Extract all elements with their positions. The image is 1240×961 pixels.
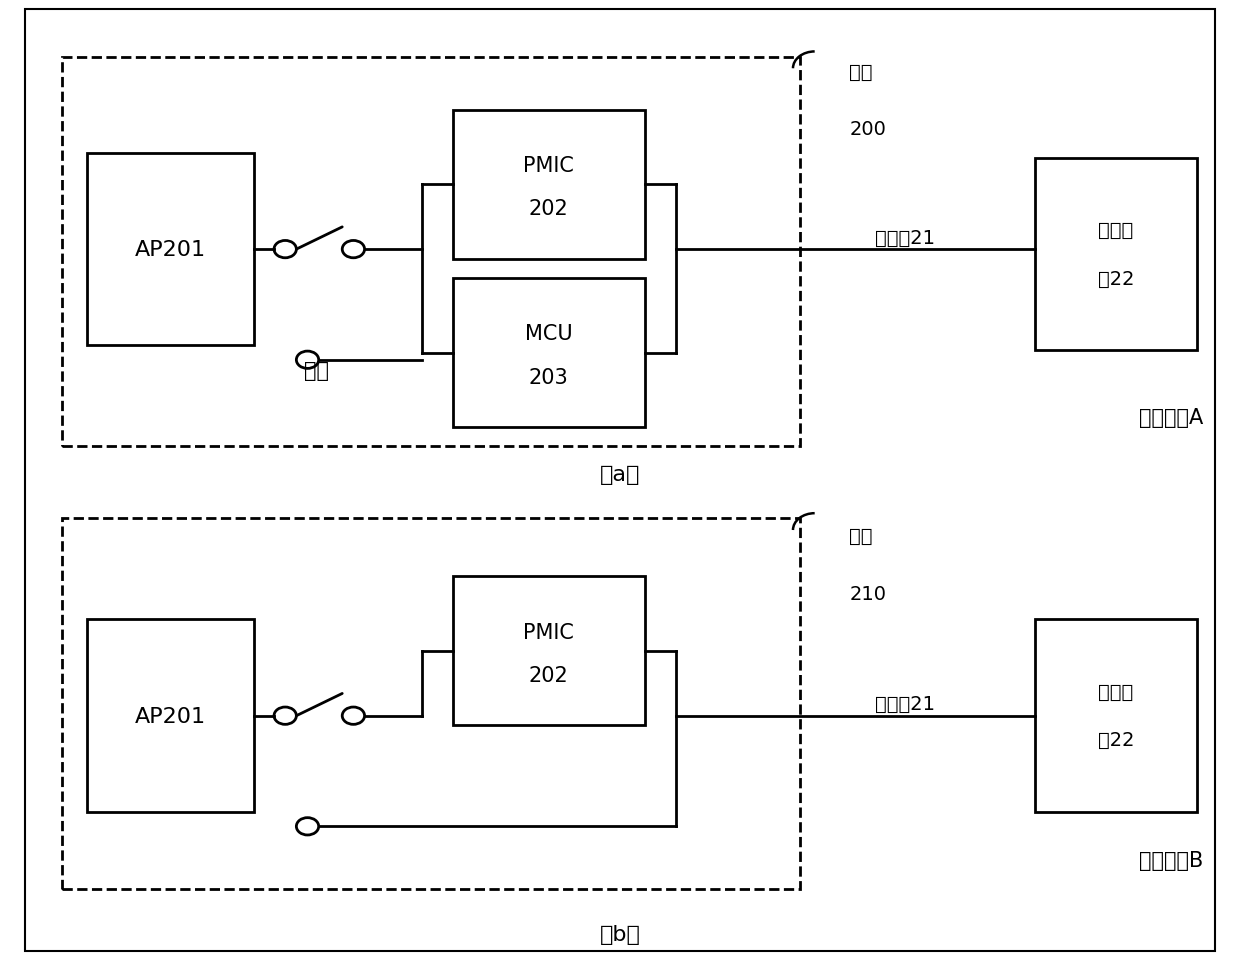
Bar (453, 111, 645, 259)
Text: 置22: 置22 (1097, 730, 1135, 750)
Text: 开关: 开关 (304, 360, 329, 381)
Bar (1035, 159, 1197, 351)
Text: PMIC: PMIC (523, 622, 574, 642)
Text: 终端: 终端 (849, 527, 873, 546)
Text: 充电系统A: 充电系统A (1138, 407, 1203, 428)
Text: 210: 210 (849, 584, 887, 604)
Text: 202: 202 (528, 199, 569, 219)
Bar (62, 519, 800, 889)
Text: MCU: MCU (525, 324, 573, 344)
Bar (1035, 620, 1197, 812)
Text: 203: 203 (528, 367, 569, 387)
Text: （b）: （b） (600, 924, 640, 944)
Text: 充电系统B: 充电系统B (1138, 850, 1203, 870)
Bar (453, 577, 645, 726)
Bar (87, 154, 254, 346)
Text: 置22: 置22 (1097, 269, 1135, 288)
Text: 充电装: 充电装 (1099, 221, 1133, 240)
Text: 202: 202 (528, 665, 569, 685)
Text: 充电装: 充电装 (1099, 682, 1133, 702)
Bar (87, 620, 254, 812)
Text: PMIC: PMIC (523, 156, 574, 176)
Text: （a）: （a） (600, 465, 640, 484)
Text: 充电线21: 充电线21 (875, 229, 935, 248)
Text: 200: 200 (849, 120, 887, 139)
Bar (62, 58, 800, 447)
Text: AP201: AP201 (135, 706, 206, 726)
Text: AP201: AP201 (135, 240, 206, 259)
Text: 终端: 终端 (849, 62, 873, 82)
Text: 充电线21: 充电线21 (875, 694, 935, 713)
Bar (453, 279, 645, 428)
